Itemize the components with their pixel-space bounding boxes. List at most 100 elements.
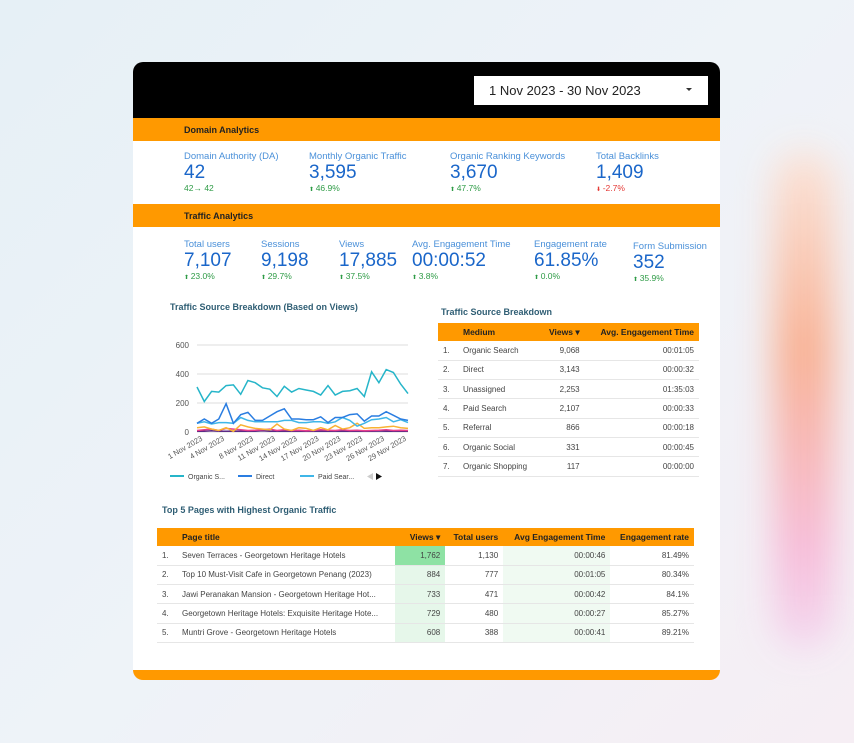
col-page-title[interactable]: Page title (177, 528, 396, 546)
table-row[interactable]: 4. Georgetown Heritage Hotels: Exquisite … (157, 603, 694, 624)
kpi-total-users: Total users 7,107 ⬆ 23.0% (184, 239, 232, 281)
legend-prev-icon[interactable] (367, 473, 373, 480)
table-row[interactable]: 3. Unassigned 2,253 01:35:03 (438, 379, 699, 400)
cell: 5. (157, 623, 177, 643)
background-glow (774, 150, 834, 650)
cell: Top 10 Must-Visit Cafe in Georgetown Pen… (177, 565, 396, 586)
legend-item[interactable]: Direct (256, 474, 274, 481)
table-row[interactable]: 1. Seven Terraces - Georgetown Heritage H… (157, 546, 694, 566)
trend-arrow-icon: ⬆ (534, 275, 541, 281)
col-views[interactable]: Views ▾ (395, 528, 446, 546)
legend-item[interactable]: Paid Sear... (318, 474, 354, 481)
kpi-label: Monthly Organic Traffic (309, 151, 407, 162)
cell: Seven Terraces - Georgetown Heritage Hot… (177, 546, 396, 566)
cell: 1,762 (395, 546, 446, 566)
cell: Referral (458, 418, 540, 438)
section-header-keyword (133, 670, 720, 680)
pages-table-title: Top 5 Pages with Highest Organic Traffic (162, 505, 337, 515)
table-row[interactable]: 3. Jawi Peranakan Mansion - Georgetown He… (157, 584, 694, 605)
cell: 480 (445, 603, 504, 624)
cell: 85.27% (610, 603, 694, 624)
kpi-sessions: Sessions 9,198 ⬆ 29.7% (261, 239, 309, 281)
cell: 81.49% (610, 546, 694, 566)
table-row[interactable]: 7. Organic Shopping 117 00:00:00 (438, 456, 699, 477)
cell: 777 (445, 565, 504, 586)
col-avg-engagement[interactable]: Avg Engagement Time (503, 528, 611, 546)
cell: 00:00:46 (503, 546, 611, 566)
cell: 89.21% (610, 623, 694, 643)
series-line-direct (196, 401, 409, 425)
trend-arrow-icon: ⬆ (261, 275, 268, 281)
kpi-delta-value: -2.7% (602, 183, 625, 193)
kpi-value: 7,107 (184, 250, 232, 271)
trend-arrow-icon: ⬆ (633, 277, 640, 283)
kpi-delta: ⬆ 35.9% (633, 273, 707, 283)
table-row[interactable]: 2. Top 10 Must-Visit Cafe in Georgetown P… (157, 565, 694, 586)
dashboard-card: 1 Nov 2023 - 30 Nov 2023 Domain Analytic… (133, 62, 720, 680)
traffic-kpis: Total users 7,107 ⬆ 23.0% Sessions 9,198 ⬆ 29… (133, 227, 720, 302)
kpi-delta-value: 35.9% (639, 273, 664, 283)
table-row[interactable]: 4. Paid Search 2,107 00:00:33 (438, 398, 699, 419)
kpi-monthly-organic-traffic: Monthly Organic Traffic 3,595 ⬆ 46.9% (309, 151, 407, 193)
legend-item[interactable]: Organic S... (188, 474, 225, 481)
section-header-traffic: Traffic Analytics (133, 204, 720, 227)
cell: 884 (395, 565, 446, 586)
col-engagement-rate[interactable]: Engagement rate (610, 528, 694, 546)
kpi-delta: ⬇ -2.7% (596, 183, 659, 193)
cell: 4. (157, 603, 177, 624)
kpi-value: 352 (633, 252, 665, 273)
cell: Direct (458, 360, 540, 381)
kpi-value: 3,670 (450, 162, 498, 183)
source-table-title: Traffic Source Breakdown (441, 307, 553, 317)
cell: 331 (539, 437, 585, 458)
header-bar: 1 Nov 2023 - 30 Nov 2023 (133, 62, 720, 118)
cell: 2. (438, 360, 458, 381)
trend-arrow-icon: ⬆ (412, 275, 419, 281)
cell: 866 (539, 418, 585, 438)
kpi-form-submission: Form Submission 352 ⬆ 35.9% (633, 241, 707, 283)
kpi-delta: ⬆ 47.7% (450, 183, 565, 193)
cell: 388 (445, 623, 504, 643)
cell: 3,143 (539, 360, 585, 381)
cell: 1,130 (445, 546, 504, 566)
date-range-picker[interactable]: 1 Nov 2023 - 30 Nov 2023 (474, 76, 708, 105)
trend-arrow-icon: ⬆ (339, 275, 346, 281)
legend-next-icon[interactable] (376, 473, 382, 480)
cell: Georgetown Heritage Hotels: Exquisite He… (177, 603, 396, 624)
series-line-referral (196, 427, 409, 432)
cell: 00:00:33 (584, 398, 699, 419)
kpi-delta: ⬆ 29.7% (261, 271, 309, 281)
cell: 4. (438, 398, 458, 419)
col-views[interactable]: Views ▾ (539, 323, 585, 341)
kpi-label: Total Backlinks (596, 151, 659, 162)
cell: 729 (395, 603, 446, 624)
table-row[interactable]: 1. Organic Search 9,068 00:01:05 (438, 341, 699, 361)
kpi-delta-value: 37.5% (345, 271, 370, 281)
cell: 00:00:42 (503, 584, 611, 605)
kpi-delta-value: 29.7% (267, 271, 292, 281)
kpi-label: Engagement rate (534, 239, 607, 250)
cell: 00:01:05 (584, 341, 699, 361)
cell: 733 (395, 584, 446, 605)
table-row[interactable]: 5. Muntri Grove - Georgetown Heritage Hot… (157, 623, 694, 643)
col-medium[interactable]: Medium (458, 323, 540, 341)
col-avg-engagement[interactable]: Avg. Engagement Time (584, 323, 699, 341)
cell: Unassigned (458, 379, 540, 400)
series-line-paid-search (196, 416, 409, 428)
table-row[interactable]: 5. Referral 866 00:00:18 (438, 418, 699, 438)
cell: 00:00:45 (584, 437, 699, 458)
kpi-label: Organic Ranking Keywords (450, 151, 566, 162)
table-row[interactable]: 6. Organic Social 331 00:00:45 (438, 437, 699, 458)
col-total-users[interactable]: Total users (445, 528, 504, 546)
kpi-organic-ranking-keywords: Organic Ranking Keywords 3,670 ⬆ 47.7% (450, 151, 565, 193)
kpi-label: Domain Authority (DA) (184, 151, 279, 162)
kpi-label: Total users (184, 239, 230, 250)
kpi-label: Avg. Engagement Time (412, 239, 511, 250)
trend-arrow-icon: ⬆ (450, 187, 457, 193)
series-line-unassigned (196, 422, 409, 433)
table-row[interactable]: 2. Direct 3,143 00:00:32 (438, 360, 699, 381)
kpi-delta: ⬆ 46.9% (309, 183, 407, 193)
kpi-label: Sessions (261, 239, 300, 250)
y-tick-label: 400 (176, 370, 190, 379)
